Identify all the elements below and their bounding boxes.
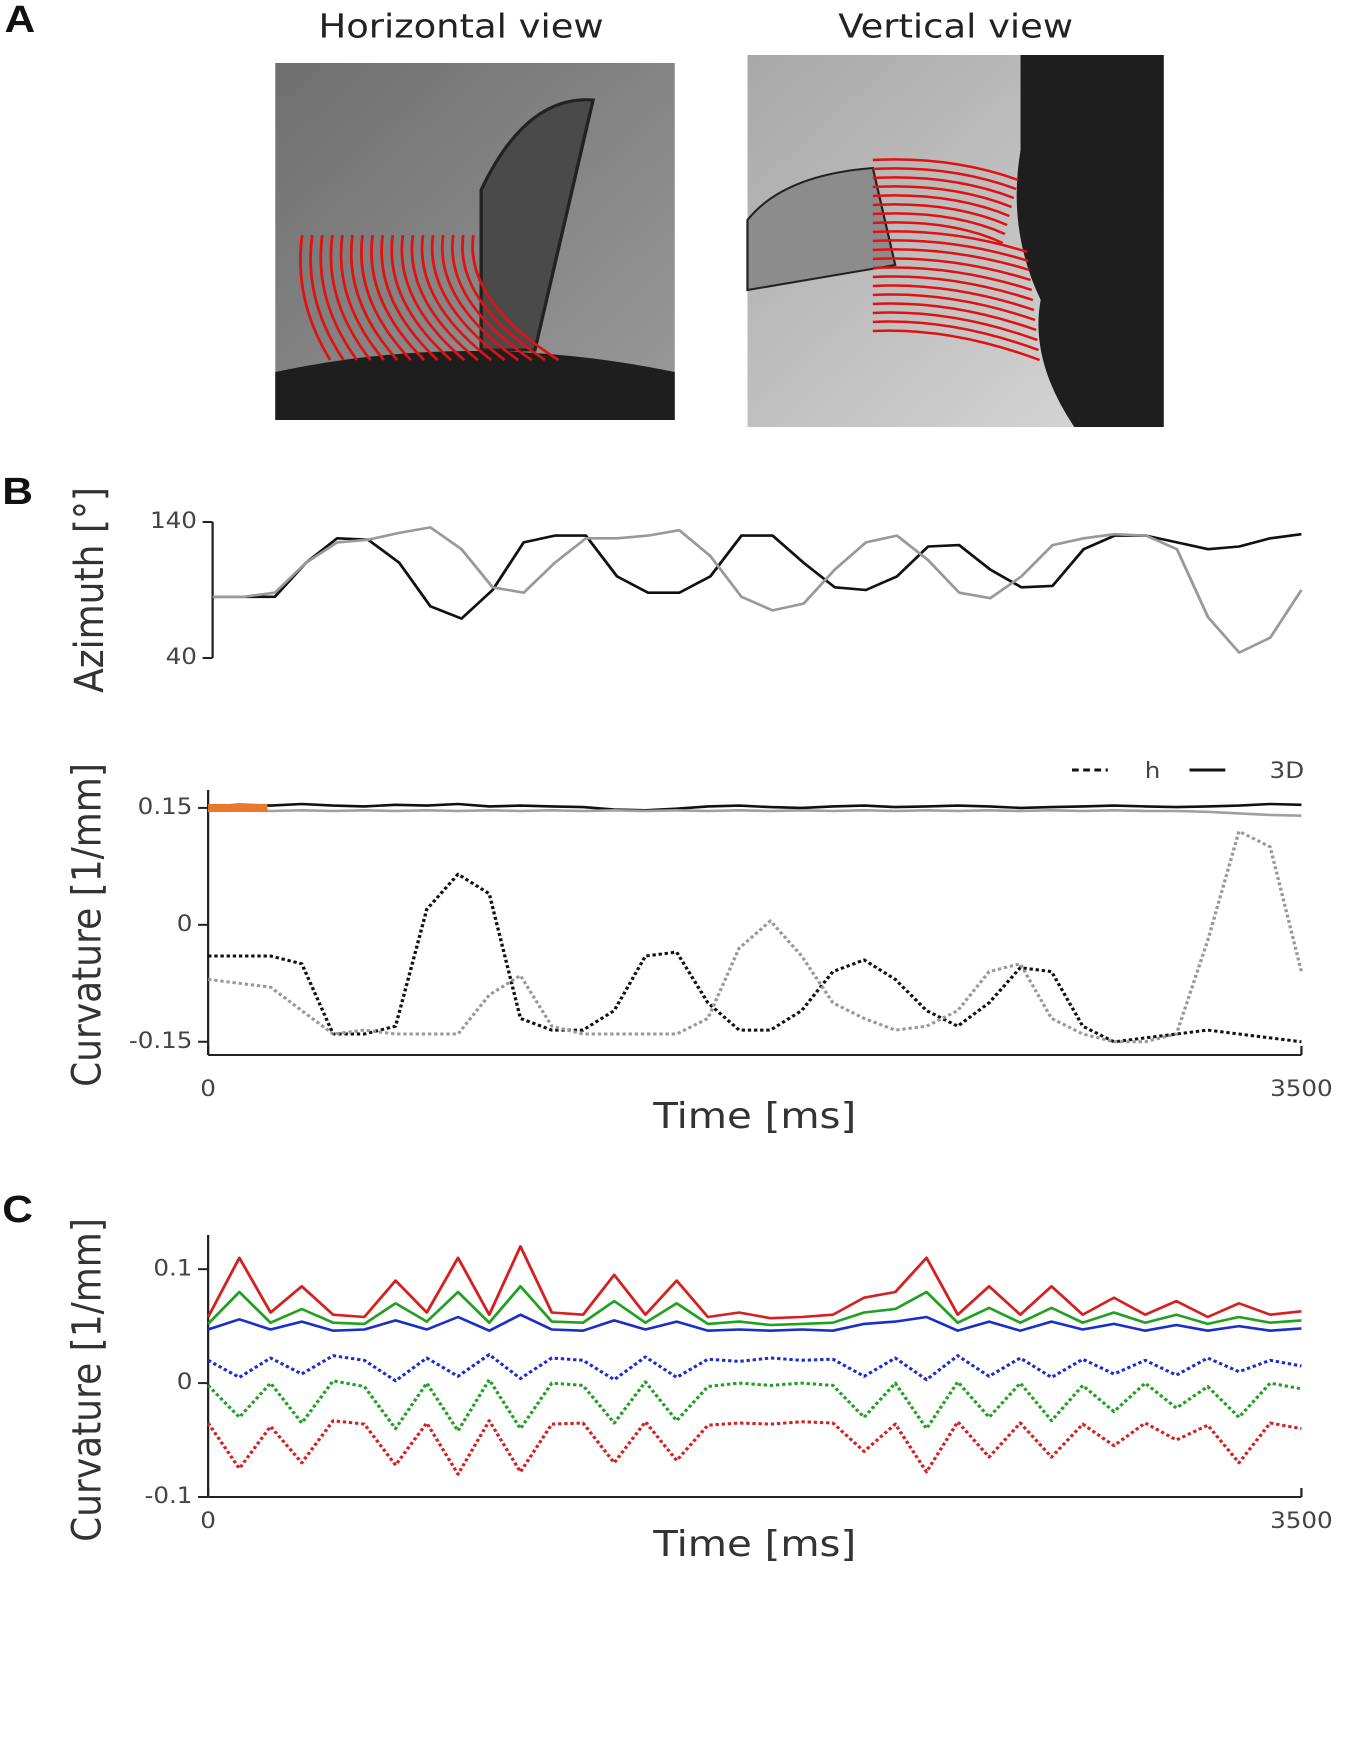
x-axis-label: Time [ms]: [652, 1096, 856, 1137]
whisker-trace: [872, 311, 1038, 342]
whisker-trace: [872, 194, 1010, 218]
whisker-trace: [872, 230, 1028, 254]
y-axis-label: Curvature [1/mm]: [65, 763, 111, 1087]
image-title: Horizontal view: [318, 8, 603, 46]
y-axis-label: Curvature [1/mm]: [65, 1218, 111, 1542]
whisker-trace: [359, 234, 412, 361]
legend-label: 3D: [1270, 757, 1305, 783]
series-line: [212, 532, 1302, 620]
whisker-trace: [349, 234, 399, 361]
series-line: [207, 829, 1304, 1044]
whisker-trace: [420, 234, 493, 361]
x-tick-label: 3500: [1270, 1507, 1333, 1533]
y-tick-label: 0: [177, 910, 193, 936]
whisker-trace: [872, 221, 1004, 245]
horizontal-image: [275, 63, 675, 420]
panel-label: B: [2, 469, 33, 512]
whisker-trace: [390, 234, 452, 361]
whisker-trace: [872, 275, 1034, 302]
whisker-trace: [471, 234, 560, 362]
legend-label: h: [1145, 757, 1161, 783]
series-line: [207, 1353, 1302, 1383]
whisker-trace: [872, 293, 1036, 322]
whisker-trace: [872, 320, 1039, 352]
whisker-trace: [329, 234, 372, 361]
y-tick-label: 40: [166, 643, 197, 669]
whisker-trace: [299, 234, 332, 361]
whisker-trace: [872, 284, 1035, 312]
series-line: [208, 872, 1302, 1044]
whisker-trace: [872, 239, 1029, 263]
y-tick-label: -0.1: [144, 1482, 192, 1508]
panel-label: C: [2, 1187, 33, 1230]
whisker-trace: [872, 185, 1013, 209]
series-line: [206, 1245, 1302, 1320]
whisker-trace: [872, 302, 1037, 332]
x-tick-label: 0: [200, 1507, 216, 1533]
series-line: [212, 526, 1303, 654]
y-tick-label: 140: [150, 507, 197, 533]
whisker-trace: [872, 329, 1041, 362]
whisker-trace: [410, 234, 479, 361]
y-tick-label: 0: [177, 1368, 193, 1394]
series-line: [206, 1419, 1302, 1476]
whisker-trace: [872, 266, 1033, 292]
whisker-trace: [319, 234, 359, 361]
whisker-trace: [872, 248, 1030, 272]
whisker-trace: [872, 257, 1032, 282]
whisker-trace: [430, 234, 506, 361]
x-tick-label: 3500: [1270, 1075, 1333, 1101]
whisker-trace: [440, 234, 519, 361]
y-tick-label: -0.15: [129, 1027, 193, 1053]
whisker-trace: [450, 234, 533, 361]
series-line: [208, 802, 1302, 812]
vertical-image: [746, 55, 1164, 427]
whisker-trace: [380, 234, 439, 361]
x-tick-label: 0: [200, 1075, 216, 1101]
series-line: [207, 1313, 1302, 1332]
highlight-bar: [208, 803, 268, 812]
whisker-trace: [872, 167, 1017, 191]
whisker-trace: [872, 176, 1015, 200]
whisker-trace: [872, 158, 1019, 182]
series-line: [207, 1285, 1302, 1327]
image-title: Vertical view: [838, 8, 1073, 46]
whisker-trace: [872, 212, 1006, 236]
whisker-trace: [309, 234, 345, 361]
whisker-trace: [872, 203, 1008, 227]
y-axis-label: Azimuth [°]: [67, 487, 113, 693]
whisker-trace: [339, 234, 385, 361]
panel-label: A: [4, 0, 35, 41]
x-axis-label: Time [ms]: [652, 1524, 856, 1565]
y-tick-label: 0.1: [153, 1255, 192, 1281]
series-line: [208, 809, 1302, 817]
whisker-trace: [400, 234, 466, 361]
whisker-trace: [370, 234, 426, 361]
y-tick-label: 0.15: [138, 793, 193, 819]
whisker-trace: [461, 234, 546, 362]
series-line: [206, 1378, 1302, 1433]
